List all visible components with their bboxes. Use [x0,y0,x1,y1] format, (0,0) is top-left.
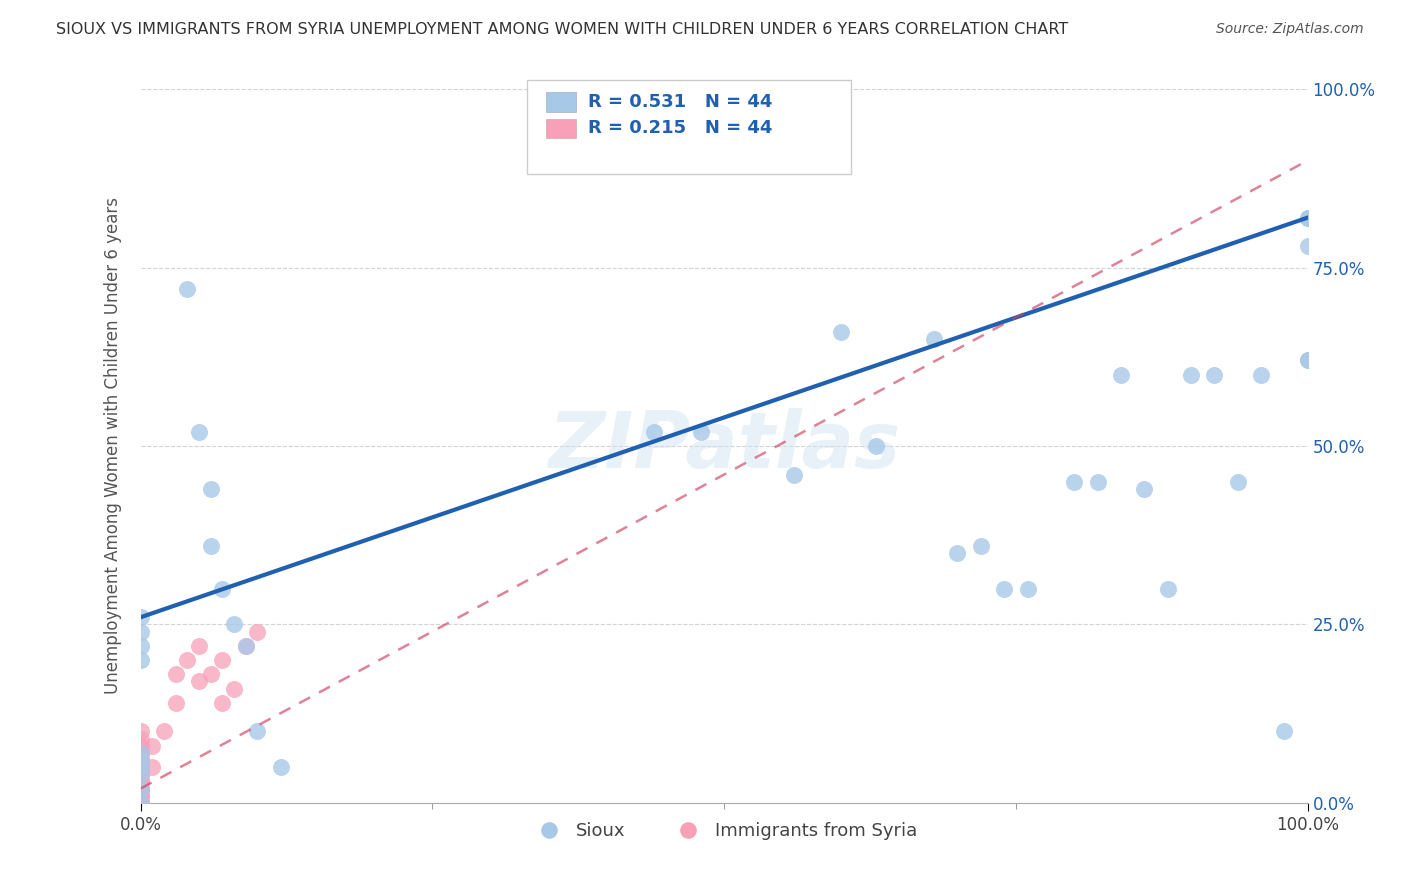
Point [129,781,152,796]
Point [211,582,233,596]
Point [176,653,198,667]
Point [129,796,152,810]
Point [129,753,152,767]
Point [830,325,852,339]
Point [129,760,152,774]
Point [1296,211,1319,225]
Point [1296,239,1319,253]
Point [865,439,887,453]
Point [188,639,211,653]
Point [783,467,806,482]
Point [993,582,1015,596]
Point [1296,211,1319,225]
Point [165,667,187,681]
Point [188,425,211,439]
Point [129,739,152,753]
Point [200,482,222,496]
Point [129,789,152,803]
Point [129,796,152,810]
Point [165,696,187,710]
Point [946,546,969,560]
Point [970,539,993,553]
Point [129,760,152,774]
Point [176,282,198,296]
Point [129,653,152,667]
Point [129,767,152,781]
Point [129,781,152,796]
Point [211,653,233,667]
Point [1272,724,1295,739]
Text: ZIPatlas: ZIPatlas [548,408,900,484]
Point [129,746,152,760]
Point [222,617,245,632]
Point [1017,582,1039,596]
Point [129,796,152,810]
Point [246,724,269,739]
Point [129,789,152,803]
Point [129,774,152,789]
Legend: Sioux, Immigrants from Syria: Sioux, Immigrants from Syria [523,815,925,847]
Point [129,753,152,767]
Point [129,610,152,624]
Point [922,332,945,346]
Point [129,781,152,796]
Point [129,767,152,781]
Point [246,624,269,639]
Point [235,639,257,653]
Point [129,796,152,810]
Point [689,425,711,439]
Point [129,760,152,774]
Point [1133,482,1156,496]
Point [129,753,152,767]
Point [129,746,152,760]
Point [129,731,152,746]
Point [141,760,163,774]
Y-axis label: Unemployment Among Women with Children Under 6 years: Unemployment Among Women with Children U… [104,197,122,695]
Point [129,724,152,739]
Point [1296,353,1319,368]
Point [1180,368,1202,382]
Point [188,674,211,689]
Point [129,767,152,781]
Point [129,753,152,767]
Point [1296,353,1319,368]
Point [129,639,152,653]
Point [129,789,152,803]
Text: Source: ZipAtlas.com: Source: ZipAtlas.com [1216,22,1364,37]
Point [129,781,152,796]
Point [129,796,152,810]
Point [1087,475,1109,489]
Point [1204,368,1226,382]
Point [1109,368,1132,382]
Point [129,781,152,796]
Text: R = 0.531   N = 44: R = 0.531 N = 44 [588,93,772,111]
Point [1156,582,1178,596]
Point [1250,368,1272,382]
Point [200,667,222,681]
Text: SIOUX VS IMMIGRANTS FROM SYRIA UNEMPLOYMENT AMONG WOMEN WITH CHILDREN UNDER 6 YE: SIOUX VS IMMIGRANTS FROM SYRIA UNEMPLOYM… [56,22,1069,37]
Point [129,739,152,753]
Point [270,760,292,774]
Point [643,425,665,439]
Point [129,796,152,810]
Point [222,681,245,696]
Point [129,774,152,789]
Point [1226,475,1249,489]
Point [211,696,233,710]
Point [129,760,152,774]
Point [235,639,257,653]
Point [129,774,152,789]
Point [129,624,152,639]
Point [129,767,152,781]
Point [200,539,222,553]
Point [141,739,163,753]
Point [153,724,176,739]
Point [129,746,152,760]
Text: R = 0.215   N = 44: R = 0.215 N = 44 [588,120,772,137]
Point [1063,475,1085,489]
